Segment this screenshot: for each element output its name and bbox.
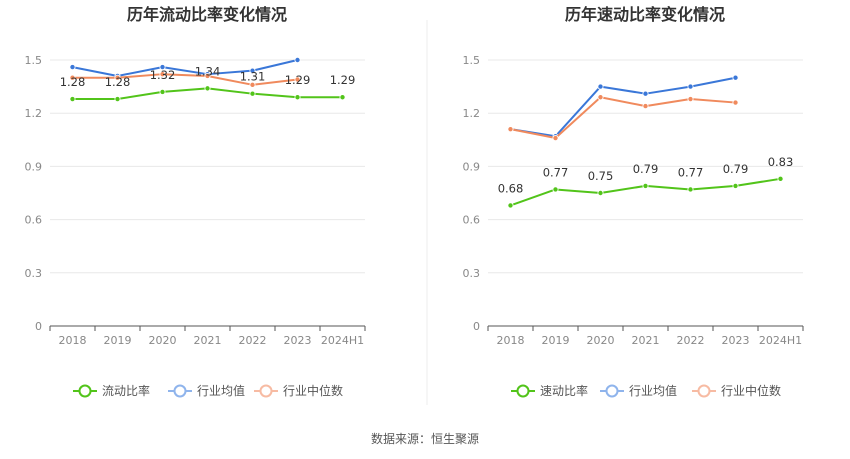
data-label: 1.28	[105, 75, 131, 89]
y-tick-label: 0.3	[463, 267, 481, 280]
data-point	[642, 90, 649, 97]
data-point	[777, 175, 784, 182]
legend-marker	[697, 384, 711, 398]
y-tick-label: 0.6	[463, 214, 481, 227]
x-tick-label: 2023	[722, 334, 750, 347]
data-point	[159, 71, 166, 78]
legend-marker	[516, 384, 530, 398]
y-tick-label: 1.2	[463, 107, 481, 120]
data-point	[204, 85, 211, 92]
data-point	[732, 74, 739, 81]
data-label: 0.77	[678, 165, 704, 179]
legend-marker	[78, 384, 92, 398]
data-label: 0.75	[588, 169, 614, 183]
x-tick-label: 2021	[632, 334, 660, 347]
chart-title: 历年速动比率变化情况	[565, 5, 725, 24]
x-tick-label: 2019	[104, 334, 132, 347]
legend-label: 速动比率	[540, 383, 588, 398]
series-line-1	[510, 76, 736, 138]
data-label: 1.29	[330, 73, 356, 87]
data-point	[597, 189, 604, 196]
y-tick-label: 0	[35, 320, 42, 333]
data-point	[552, 135, 559, 142]
y-tick-label: 1.5	[25, 54, 43, 67]
data-label: 0.68	[498, 181, 524, 195]
data-source-note: 数据来源：恒生聚源	[371, 431, 479, 446]
data-label: 0.79	[723, 162, 749, 176]
data-point	[552, 186, 559, 193]
series-line-2	[72, 73, 298, 86]
chart-title: 历年流动比率变化情况	[127, 5, 287, 24]
data-point	[507, 126, 514, 133]
data-point	[69, 74, 76, 81]
data-point	[294, 94, 301, 101]
data-point	[687, 83, 694, 90]
data-point	[204, 72, 211, 79]
y-tick-label: 0.3	[25, 267, 43, 280]
current-ratio-chart: 历年流动比率变化情况 0 0.3 0.6 0.9 1.2 1.5 2018 2019 2020 20…	[25, 5, 366, 398]
legend-marker	[259, 384, 273, 398]
x-tick-label: 2023	[284, 334, 312, 347]
x-tick-label: 2022	[677, 334, 705, 347]
y-tick-label: 1.2	[25, 107, 43, 120]
data-label: 1.28	[60, 75, 86, 89]
data-label: 1.29	[285, 73, 311, 87]
data-label: 0.83	[768, 155, 794, 169]
data-label: 0.79	[633, 162, 659, 176]
data-point	[249, 90, 256, 97]
x-tick-label: 2022	[239, 334, 267, 347]
y-tick-label: 0.9	[463, 160, 481, 173]
data-point	[114, 96, 121, 103]
x-tick-label: 2024H1	[759, 334, 802, 347]
legend-marker	[173, 384, 187, 398]
data-label: 1.31	[240, 70, 266, 84]
quick-ratio-chart: 历年速动比率变化情况 0 0.3 0.6 0.9 1.2 1.5 2018 2019 2020 20…	[463, 5, 804, 398]
data-point	[732, 182, 739, 189]
data-point	[687, 186, 694, 193]
data-point	[249, 81, 256, 88]
data-point	[597, 83, 604, 90]
series-line-2	[510, 96, 736, 140]
data-point	[114, 74, 121, 81]
data-point	[249, 67, 256, 74]
x-tick-label: 2020	[149, 334, 177, 347]
data-point	[732, 99, 739, 106]
legend-label: 行业中位数	[721, 383, 781, 398]
legend-marker	[605, 384, 619, 398]
x-tick-label: 2019	[542, 334, 570, 347]
y-tick-label: 0.9	[25, 160, 43, 173]
data-point	[69, 96, 76, 103]
data-point	[642, 103, 649, 110]
data-point	[507, 202, 514, 209]
data-point	[159, 64, 166, 71]
data-point	[159, 88, 166, 95]
y-tick-label: 0	[473, 320, 480, 333]
x-tick-label: 2018	[59, 334, 87, 347]
series-line-0	[510, 177, 781, 207]
legend-label: 流动比率	[102, 383, 150, 398]
series-line-1	[72, 59, 298, 77]
legend-label: 行业均值	[197, 383, 245, 398]
data-point	[294, 57, 301, 64]
legend-label: 行业中位数	[283, 383, 343, 398]
data-label: 1.32	[150, 68, 176, 82]
y-tick-label: 0.6	[25, 214, 43, 227]
data-point	[339, 94, 346, 101]
x-tick-label: 2024H1	[321, 334, 364, 347]
data-point	[69, 64, 76, 71]
x-tick-label: 2018	[497, 334, 525, 347]
x-tick-label: 2021	[194, 334, 222, 347]
data-point	[642, 182, 649, 189]
legend-label: 行业均值	[629, 383, 677, 398]
x-tick-label: 2020	[587, 334, 615, 347]
data-point	[687, 96, 694, 103]
data-point	[597, 94, 604, 101]
data-point	[294, 76, 301, 83]
data-label: 1.34	[195, 64, 221, 78]
y-tick-label: 1.5	[463, 54, 481, 67]
data-label: 0.77	[543, 165, 569, 179]
